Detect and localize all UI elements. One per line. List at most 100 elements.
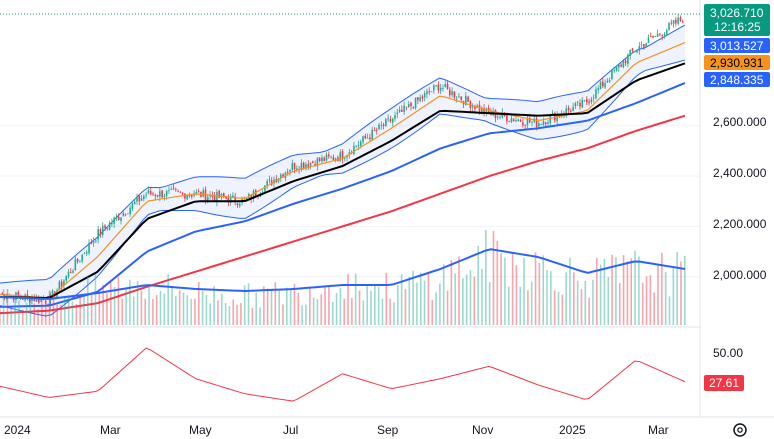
candle-body — [474, 106, 476, 110]
volume-bar — [385, 272, 388, 325]
volume-bar — [293, 283, 296, 325]
volume-bar — [454, 273, 456, 325]
volume-bar — [0, 308, 1, 325]
countdown-value: 12:16:25 — [714, 20, 761, 34]
candle-body — [181, 193, 184, 194]
candle-body — [92, 240, 95, 243]
candle-body — [483, 108, 485, 114]
volume-bar — [446, 290, 449, 325]
candle-body — [191, 195, 193, 197]
candle-body — [579, 102, 581, 107]
candle-body — [152, 193, 154, 195]
candle-body — [131, 203, 134, 209]
osc-y-tick-label: 50.00 — [713, 346, 743, 360]
volume-bar — [423, 280, 426, 325]
x-tick-label: 2024 — [4, 423, 31, 437]
candle-body — [44, 300, 47, 304]
moving-average-line — [0, 62, 686, 299]
candle-body — [467, 96, 469, 102]
candle-body — [549, 115, 552, 124]
volume-bar — [71, 301, 74, 325]
candle-body — [252, 190, 255, 200]
candle-body — [209, 195, 211, 197]
candle-body — [321, 157, 323, 162]
x-tick-label: Jul — [283, 423, 298, 437]
candle-body — [364, 135, 367, 139]
volume-bar — [400, 274, 403, 325]
candle-body — [501, 112, 504, 118]
candle-body — [672, 20, 675, 24]
candle-body — [538, 123, 540, 127]
candle-body — [74, 259, 77, 270]
candle-body — [385, 119, 387, 126]
volume-bar — [240, 302, 242, 325]
volume-bar — [320, 294, 323, 325]
candle-body — [455, 98, 458, 100]
candle-body — [465, 96, 467, 105]
candle-body — [512, 119, 515, 122]
candle-body — [117, 217, 120, 221]
volume-bar — [442, 264, 445, 325]
last-price-badge: 3,026.710 12:16:25 — [704, 4, 770, 36]
candle-body — [551, 113, 554, 115]
volume-bar — [573, 272, 575, 325]
candle-body — [640, 44, 643, 46]
candle-body — [76, 258, 79, 262]
settings-gear-icon[interactable] — [733, 423, 747, 437]
candle-body — [421, 96, 424, 99]
candle-body — [620, 64, 622, 67]
candle-body — [31, 298, 33, 302]
ma-fast-badge: 2,930.931 — [704, 55, 770, 70]
volume-bar — [312, 297, 315, 325]
volume-bar — [389, 298, 391, 325]
volume-bar — [485, 229, 487, 325]
volume-bar — [515, 265, 518, 325]
candle-body — [373, 130, 376, 132]
volume-bar — [48, 290, 51, 325]
candle-body — [140, 198, 143, 201]
candle-body — [129, 207, 131, 215]
candle-body — [325, 154, 328, 161]
candle-body — [177, 190, 179, 192]
candle-body — [622, 60, 625, 68]
candle-body — [113, 217, 115, 224]
candle-body — [197, 190, 200, 192]
candle-body — [517, 119, 520, 122]
candle-body — [51, 290, 54, 296]
volume-bar — [117, 277, 120, 325]
candle-body — [268, 179, 271, 181]
volume-bar — [60, 304, 62, 325]
candle-body — [355, 145, 357, 147]
candle-body — [611, 69, 613, 80]
candle-body — [291, 163, 294, 170]
candle-body — [515, 120, 517, 122]
candle-body — [524, 125, 526, 126]
volume-bar — [29, 298, 32, 325]
candle-body — [293, 163, 296, 170]
volume-bar — [14, 301, 16, 325]
volume-bar — [343, 298, 346, 325]
candle-body — [645, 43, 647, 47]
candle-body — [282, 174, 284, 178]
candle-body — [161, 190, 163, 198]
bb-upper-value: 3,013.527 — [710, 39, 764, 53]
volume-bar — [358, 290, 361, 325]
volume-bar — [190, 298, 192, 325]
candle-body — [590, 99, 593, 102]
candle-body — [531, 121, 533, 123]
candle-body — [195, 192, 198, 195]
candle-body — [528, 118, 531, 123]
candle-body — [122, 213, 125, 217]
candle-body — [348, 152, 351, 155]
candle-body — [165, 191, 168, 196]
candle-body — [222, 192, 225, 198]
x-tick-label: Sep — [377, 423, 399, 437]
candle-body — [236, 203, 239, 206]
volume-bar — [626, 261, 629, 325]
y-tick-label: 2,200.000 — [713, 217, 767, 231]
volume-bar — [408, 276, 411, 325]
volume-bar — [653, 292, 655, 325]
volume-bar — [393, 302, 395, 325]
volume-bar — [251, 308, 254, 325]
